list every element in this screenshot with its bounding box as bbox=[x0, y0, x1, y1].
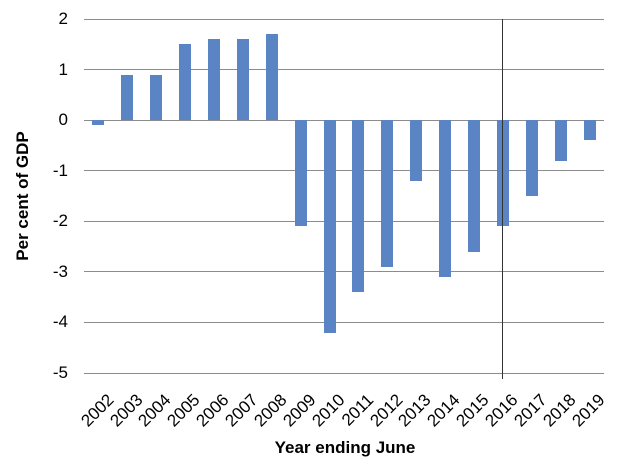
bar-2009 bbox=[294, 120, 307, 227]
gridline-y-1 bbox=[84, 170, 604, 172]
bar-2011 bbox=[352, 120, 365, 293]
bar-2003 bbox=[121, 74, 134, 121]
bar-2012 bbox=[381, 120, 394, 267]
y-tick-label: -2 bbox=[52, 211, 68, 231]
bar-2004 bbox=[150, 74, 163, 121]
x-axis-title: Year ending June bbox=[274, 438, 416, 457]
gridline-y2 bbox=[84, 18, 604, 20]
gridline-y1 bbox=[84, 69, 604, 71]
y-tick-label: 2 bbox=[58, 9, 68, 28]
bar-2019 bbox=[583, 120, 596, 141]
y-tick-label: -5 bbox=[52, 363, 68, 382]
gridline-y-3 bbox=[84, 271, 604, 273]
bar-2010 bbox=[323, 120, 336, 333]
y-tick-label: 0 bbox=[58, 110, 68, 130]
y-axis-title: Per cent of GDP bbox=[13, 131, 32, 261]
bar-2005 bbox=[179, 44, 192, 121]
gridline-y-2 bbox=[84, 220, 604, 222]
bar-2008 bbox=[265, 34, 278, 121]
y-tick-label: -3 bbox=[52, 261, 68, 281]
bar-2006 bbox=[208, 39, 220, 121]
gridline-y0 bbox=[84, 119, 604, 121]
plot-area bbox=[84, 18, 604, 379]
bar-2014 bbox=[439, 120, 452, 277]
bar-2013 bbox=[410, 120, 423, 181]
y-tick-label: -1 bbox=[52, 160, 68, 180]
gridline-y-5 bbox=[84, 372, 604, 374]
bar-2015 bbox=[468, 120, 480, 252]
bar-2002 bbox=[92, 120, 105, 126]
gridline-y-4 bbox=[84, 321, 604, 323]
x-tick-label-2019: 2019 bbox=[568, 390, 609, 431]
bar-2018 bbox=[554, 120, 567, 161]
forecast-divider-line bbox=[502, 19, 504, 379]
y-tick-label: 1 bbox=[58, 59, 68, 79]
bar-2017 bbox=[525, 120, 538, 196]
y-tick-label: -4 bbox=[52, 312, 68, 332]
bar-2007 bbox=[236, 39, 249, 121]
